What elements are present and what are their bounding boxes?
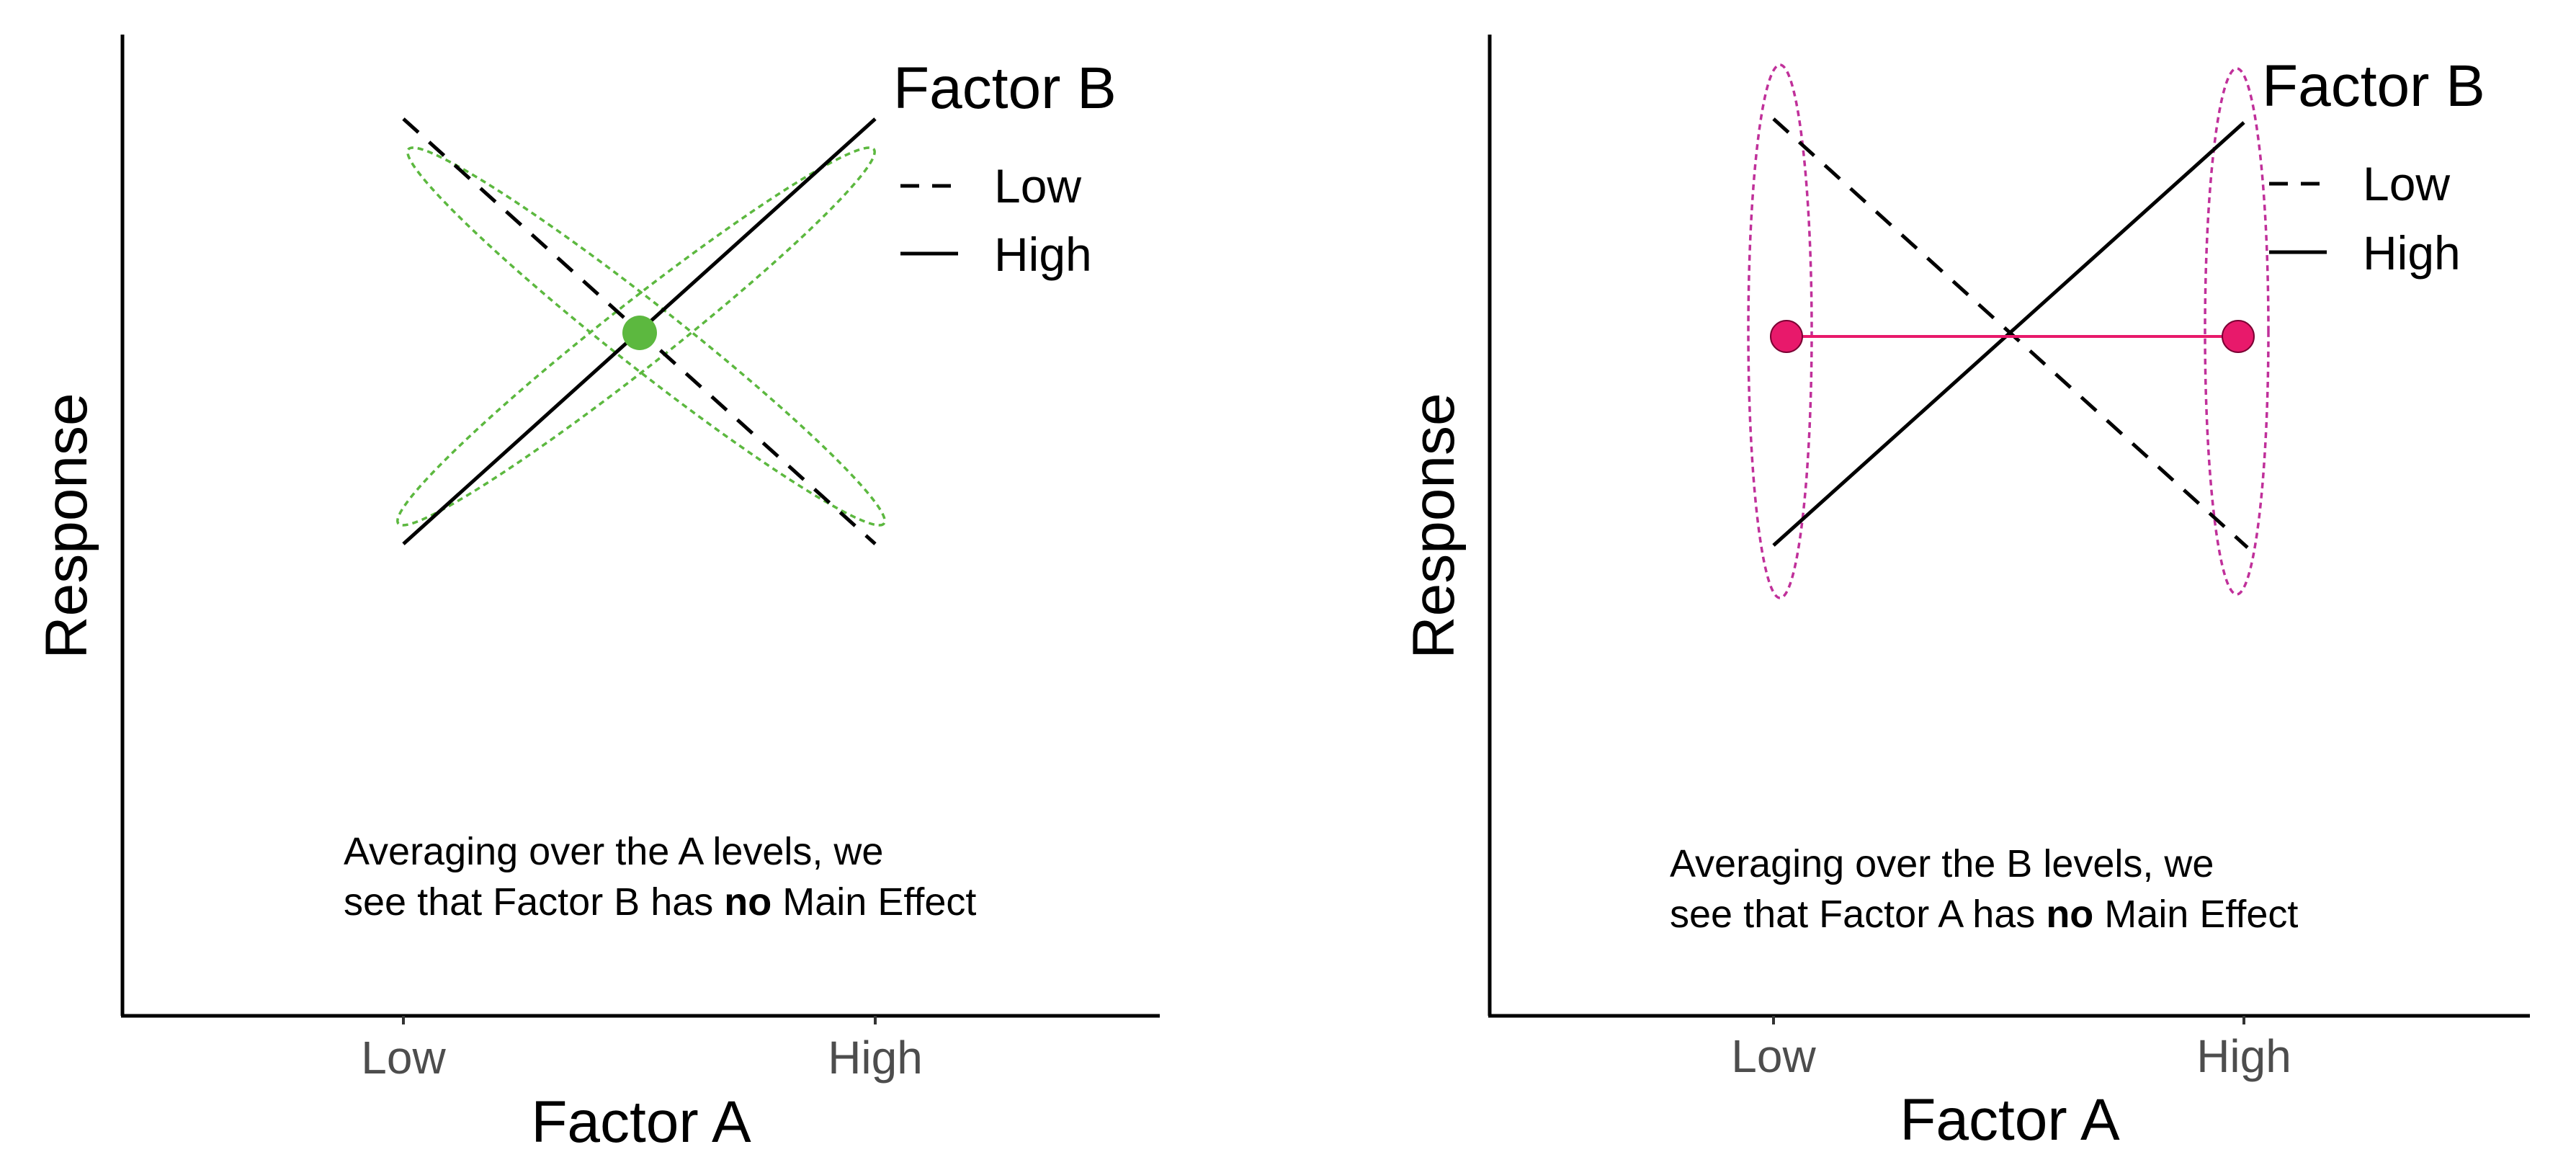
right-annotation-line1: Averaging over the B levels, we <box>1670 842 2214 885</box>
right-tick-label-high: High <box>2196 1030 2291 1082</box>
right-legend-label-low: Low <box>2363 157 2450 210</box>
left-panel: Low High Factor A Response Factor B Low … <box>34 35 1160 1155</box>
right-y-axis-title: Response <box>1401 393 1467 658</box>
left-average-point <box>622 316 657 350</box>
left-annotation-line2-pre: see that Factor B has <box>344 880 724 924</box>
right-highlight-ellipse-low <box>1747 63 1813 599</box>
right-panel: Low High Factor A Response Factor B Low … <box>1401 35 2530 1153</box>
right-annotation-line2: see that Factor A has no Main Effect <box>1670 893 2298 936</box>
left-y-axis-title: Response <box>34 393 99 658</box>
left-highlight-ellipse-low <box>406 146 886 527</box>
right-legend-title: Factor B <box>2262 53 2485 119</box>
right-series-line-high <box>1772 121 2245 547</box>
right-tick-label-low: Low <box>1731 1030 1816 1082</box>
left-x-axis-title: Factor A <box>531 1089 751 1155</box>
left-legend-label-low: Low <box>994 159 1081 213</box>
left-annotation-line2-bold: no <box>724 880 772 924</box>
left-annotation-line1: Averaging over the A levels, we <box>344 830 883 873</box>
left-annotation-line2: see that Factor B has no Main Effect <box>344 880 976 924</box>
right-x-axis-title: Factor A <box>1900 1087 2120 1153</box>
left-legend-title: Factor B <box>893 55 1117 121</box>
left-legend-label-high: High <box>994 228 1092 281</box>
left-tick-label-high: High <box>828 1032 923 1084</box>
right-highlight-ellipse-high <box>2204 67 2270 596</box>
left-annotation-line2-post: Main Effect <box>772 880 976 924</box>
right-annotation-line2-post: Main Effect <box>2093 893 2298 936</box>
right-legend-label-high: High <box>2363 226 2461 280</box>
right-annotation-line2-bold: no <box>2046 893 2093 936</box>
right-annotation-line2-pre: see that Factor A has <box>1670 893 2046 936</box>
left-tick-label-low: Low <box>361 1032 446 1084</box>
right-average-point-high <box>2222 320 2255 353</box>
right-average-point-low <box>1770 320 1803 353</box>
